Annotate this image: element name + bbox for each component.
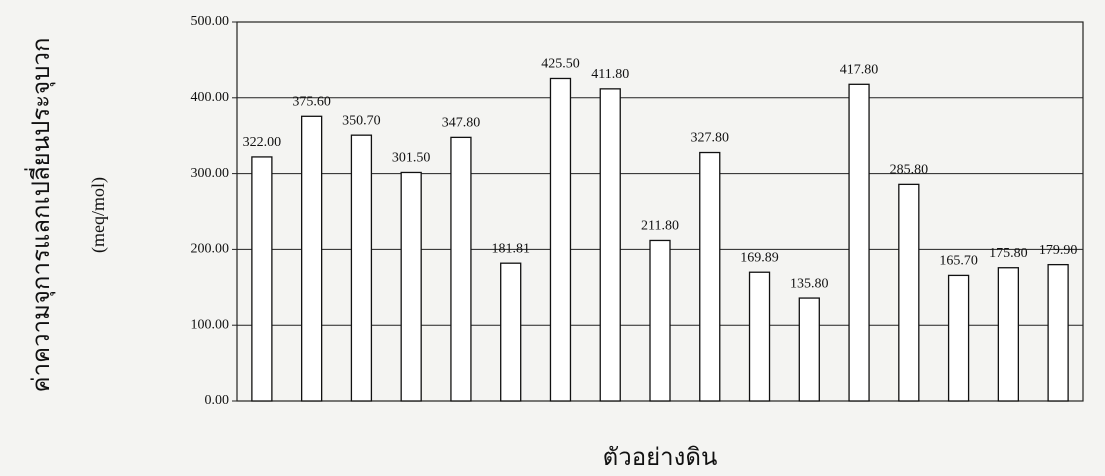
bar: [848, 83, 870, 402]
value-label: 322.00: [243, 135, 282, 150]
y-axis-label: ค่าความจุการแลกเปลี่ยนประจุบวก: [24, 38, 56, 393]
y-tick-label: 200.00: [191, 242, 230, 257]
y-tick-label: 100.00: [191, 317, 230, 332]
y-axis-unit: (meq/mol): [88, 177, 109, 253]
value-label: 411.80: [591, 67, 629, 82]
value-label: 211.80: [641, 219, 679, 234]
value-label: 169.89: [740, 250, 779, 265]
value-label: 179.90: [1039, 243, 1078, 258]
y-tick-label: 500.00: [191, 14, 230, 29]
bar: [898, 183, 920, 402]
value-label: 375.60: [292, 95, 331, 110]
bar: [300, 115, 323, 402]
y-tick-label: 300.00: [191, 166, 230, 181]
value-label: 347.80: [442, 116, 481, 131]
x-axis-label: ตัวอย่างดิน: [603, 443, 718, 471]
value-label: 181.81: [491, 241, 530, 256]
bar: [500, 262, 522, 402]
value-label: 285.80: [890, 163, 929, 178]
bar: [997, 267, 1020, 402]
bar: [450, 136, 472, 402]
bar: [599, 88, 621, 402]
y-tick-label: 400.00: [191, 90, 230, 105]
bar: [400, 171, 422, 402]
value-label: 417.80: [840, 63, 879, 78]
bar: [699, 151, 721, 402]
bar: [748, 271, 771, 402]
value-label: 425.50: [541, 57, 580, 72]
value-label: 175.80: [989, 246, 1028, 261]
value-label: 135.80: [790, 276, 829, 291]
bar: [1047, 263, 1069, 402]
bar: [798, 297, 820, 402]
y-tick-label: 0.00: [205, 393, 230, 408]
bar: [251, 156, 273, 402]
value-label: 350.70: [342, 113, 381, 128]
value-label: 301.50: [392, 151, 431, 166]
bar: [549, 77, 572, 402]
bar: [649, 239, 671, 402]
bar: [350, 134, 373, 402]
bar: [947, 274, 970, 402]
value-label: 165.70: [939, 254, 978, 269]
value-label: 327.80: [691, 131, 730, 146]
